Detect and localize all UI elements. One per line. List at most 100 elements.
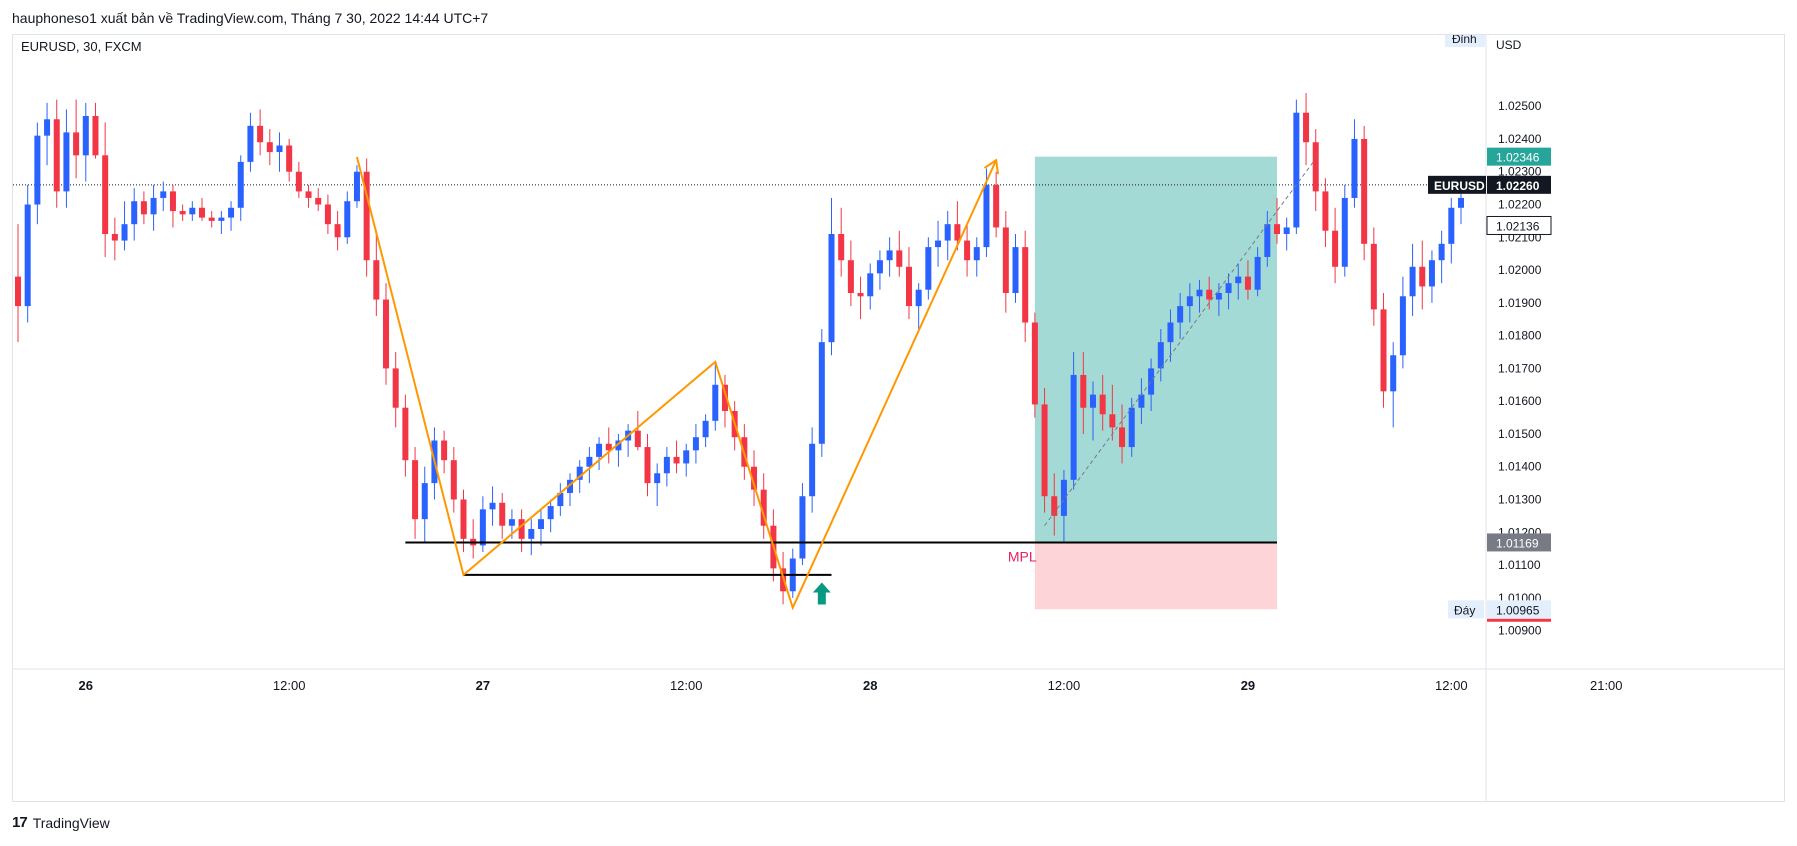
candle — [1244, 260, 1251, 300]
candle — [1428, 250, 1435, 303]
x-tick-label: 12:00 — [670, 678, 703, 693]
candle — [1128, 397, 1135, 457]
candle — [1283, 217, 1290, 251]
candle — [140, 191, 147, 225]
candle-body — [876, 260, 883, 274]
candle-body — [1312, 142, 1319, 192]
candle-body — [1022, 247, 1029, 323]
candle-body — [915, 289, 922, 307]
candle — [867, 263, 874, 310]
candle — [915, 283, 922, 330]
brand-label: TradingView — [32, 814, 110, 831]
candle — [73, 99, 80, 179]
candle-body — [199, 207, 206, 218]
candle — [809, 427, 816, 513]
candle — [218, 211, 225, 234]
x-tick-label: 29 — [1241, 678, 1255, 693]
candle — [315, 188, 322, 212]
candle — [1235, 263, 1242, 300]
candle — [654, 463, 661, 507]
candle — [82, 102, 89, 182]
candle-body — [363, 171, 370, 261]
symbol-badge-label: EURUSD — [1434, 179, 1485, 193]
candle — [518, 509, 525, 552]
candle — [567, 473, 574, 507]
candle-body — [721, 384, 728, 411]
candle — [537, 509, 544, 546]
candle — [441, 430, 448, 474]
candle — [1351, 119, 1358, 208]
candle — [634, 411, 641, 451]
y-tick-label: 1.01400 — [1498, 460, 1542, 474]
candle-body — [1254, 256, 1261, 290]
candle-body — [1332, 230, 1339, 267]
candle — [712, 361, 719, 431]
candle — [392, 352, 399, 428]
candle — [34, 122, 41, 225]
candle-body — [1361, 138, 1368, 244]
candle — [14, 224, 22, 343]
candle — [847, 240, 854, 307]
candle — [102, 122, 109, 257]
candle — [131, 188, 138, 241]
candle-body — [557, 492, 564, 507]
y-tick-label: 1.01900 — [1498, 296, 1542, 310]
candle — [896, 230, 903, 277]
candle-body — [383, 299, 390, 369]
candle — [479, 496, 486, 552]
chart-canvas[interactable]: EURUSD, 30, FXCM1.025001.024001.023001.0… — [13, 35, 1784, 801]
candle — [886, 237, 893, 277]
candle — [1341, 184, 1348, 277]
candle-body — [169, 191, 176, 212]
candle — [1099, 374, 1106, 431]
tradingview-brand[interactable]: 17 TradingView — [12, 814, 110, 831]
y-tick-label: 1.02200 — [1498, 198, 1542, 212]
chart-frame[interactable]: EURUSD, 30, FXCM 1.02500 1.02400 1.02300 1.0… — [12, 34, 1785, 802]
candle — [383, 283, 390, 385]
candle-body — [140, 201, 147, 215]
high-label-bg — [1445, 35, 1485, 47]
candle-body — [1273, 224, 1280, 234]
candle-body — [1428, 260, 1435, 287]
candle-body — [92, 116, 99, 156]
candle-body — [1177, 306, 1184, 323]
zigzag-arrowhead — [983, 158, 1000, 175]
price-badge-bg — [1487, 175, 1551, 194]
candle — [199, 197, 206, 221]
candle-body — [14, 276, 22, 307]
candle-body — [53, 119, 60, 192]
publisher-line: hauphoneso1 xuất bản về TradingView.com,… — [12, 10, 489, 26]
price-badge: 1.02136 — [1486, 215, 1552, 235]
candle-body — [508, 519, 515, 526]
candle-body — [402, 407, 409, 461]
candle-body — [1196, 289, 1203, 297]
candle-body — [34, 135, 41, 205]
candle-body — [1070, 374, 1077, 480]
candle-body — [799, 496, 806, 559]
candle-body — [1060, 479, 1067, 516]
candle-body — [615, 440, 622, 451]
candle-body — [1099, 394, 1106, 415]
price-badge-value: 1.02260 — [1496, 179, 1540, 193]
candle-body — [1341, 197, 1348, 267]
y-tick-label: 1.01600 — [1498, 394, 1542, 408]
candle — [625, 424, 632, 457]
candle — [663, 447, 670, 487]
mpl-label: MPL — [1008, 548, 1037, 564]
candle-body — [218, 217, 225, 221]
candle-body — [1303, 112, 1310, 143]
candle-body — [1399, 296, 1406, 356]
candle — [63, 109, 70, 208]
candle-body — [373, 260, 380, 300]
candle — [828, 197, 835, 356]
candle — [1070, 352, 1077, 490]
target-zone — [1034, 156, 1277, 543]
candle — [1361, 125, 1368, 261]
candle — [1380, 293, 1387, 408]
candle-body — [838, 234, 845, 261]
candle-body — [528, 529, 535, 539]
candle-body — [392, 368, 399, 408]
candle-body — [1264, 224, 1271, 257]
candle-body — [683, 450, 690, 464]
candle-body — [111, 234, 118, 241]
